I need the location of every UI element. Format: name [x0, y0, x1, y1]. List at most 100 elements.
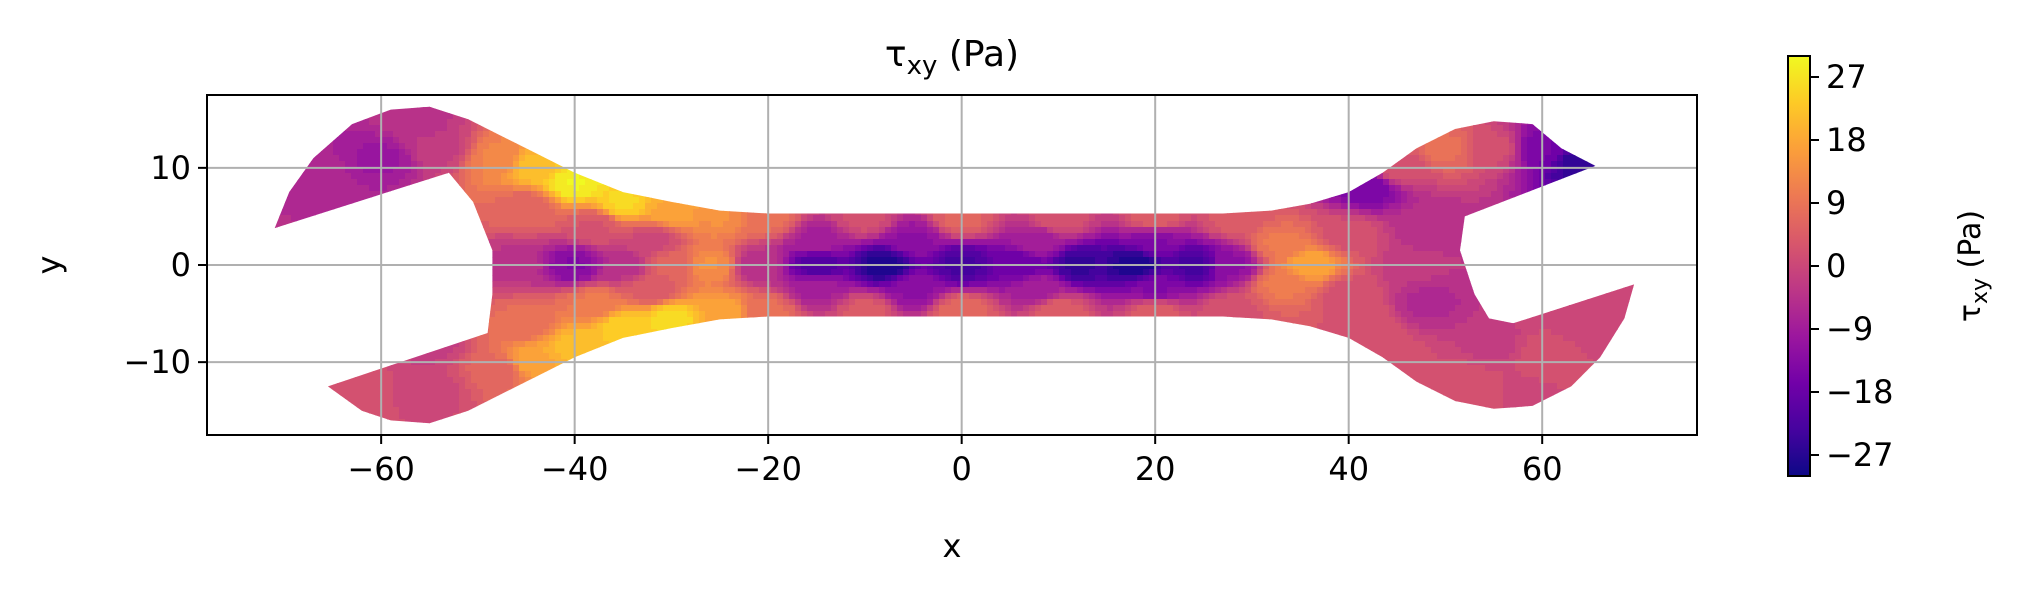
heatmap-cell — [1581, 125, 1588, 132]
heatmap-cell — [525, 209, 532, 216]
heatmap-cell — [699, 125, 706, 132]
heatmap-cell — [1329, 131, 1336, 138]
heatmap-cell — [1227, 191, 1234, 198]
heatmap-cell — [531, 106, 538, 108]
heatmap-cell — [1167, 179, 1174, 186]
heatmap-cell — [1653, 131, 1660, 138]
heatmap-cell — [405, 119, 412, 126]
heatmap-cell — [1593, 191, 1600, 198]
heatmap-cell — [975, 149, 982, 156]
heatmap-cell — [1119, 197, 1126, 204]
heatmap-cell — [705, 203, 712, 210]
heatmap-cell — [1059, 161, 1066, 168]
heatmap-cell — [1665, 131, 1672, 138]
heatmap-cell — [963, 185, 970, 192]
heatmap-cell — [1215, 137, 1222, 144]
heatmap-cell — [1515, 173, 1522, 180]
heatmap-cell — [1569, 113, 1576, 120]
heatmap-cell — [267, 185, 274, 192]
heatmap-cell — [1227, 131, 1234, 138]
heatmap-cell — [1557, 119, 1564, 126]
heatmap-cell — [1341, 143, 1348, 150]
heatmap-cell — [675, 185, 682, 192]
heatmap-cell — [789, 131, 796, 138]
heatmap-cell — [525, 167, 532, 174]
heatmap-cell — [1239, 113, 1246, 120]
heatmap-cell — [639, 173, 646, 180]
heatmap-cell — [879, 155, 886, 162]
heatmap-cell — [807, 209, 814, 216]
heatmap-cell — [489, 119, 496, 126]
heatmap-cell — [849, 107, 856, 114]
heatmap-cell — [1239, 119, 1246, 126]
heatmap-cell — [411, 149, 418, 156]
heatmap-cell — [1023, 143, 1030, 150]
heatmap-cell — [1275, 173, 1282, 180]
heatmap-cell — [1449, 191, 1456, 198]
heatmap-cell — [951, 137, 958, 144]
heatmap-cell — [1197, 137, 1204, 144]
heatmap-cell — [1371, 119, 1378, 126]
heatmap-cell — [1647, 119, 1654, 126]
heatmap-cell — [675, 191, 682, 198]
heatmap-cell — [1179, 131, 1186, 138]
heatmap-cell — [1311, 209, 1318, 216]
heatmap-cell — [1635, 119, 1642, 126]
heatmap-cell — [225, 149, 232, 156]
heatmap-cell — [1629, 203, 1635, 210]
heatmap-cell — [1581, 143, 1588, 150]
heatmap-cell — [1581, 149, 1588, 156]
heatmap-cell — [387, 119, 394, 126]
heatmap-cell — [1563, 185, 1570, 192]
heatmap-cell — [1035, 209, 1042, 216]
heatmap-cell — [1101, 203, 1108, 210]
heatmap-cell — [285, 106, 292, 108]
heatmap-cell — [1101, 125, 1108, 132]
heatmap-cell — [1311, 203, 1318, 210]
heatmap-cell — [1221, 155, 1228, 162]
heatmap-cell — [1407, 203, 1414, 210]
heatmap-cell — [1419, 173, 1426, 180]
heatmap-cell — [1215, 197, 1222, 204]
heatmap-cell — [1641, 197, 1648, 204]
heatmap-cell — [627, 137, 634, 144]
heatmap-cell — [1629, 173, 1635, 180]
heatmap-cell — [861, 107, 868, 114]
heatmap-cell — [1419, 209, 1426, 216]
heatmap-cell — [735, 119, 742, 126]
heatmap-cell — [1257, 143, 1264, 150]
heatmap-cell — [1491, 209, 1498, 216]
heatmap-cell — [1323, 143, 1330, 150]
heatmap-cell — [1647, 107, 1654, 114]
heatmap-cell — [867, 137, 874, 144]
heatmap-cell — [873, 125, 880, 132]
heatmap-cell — [1053, 197, 1060, 204]
heatmap-cell — [213, 185, 220, 192]
heatmap-cell — [555, 203, 562, 210]
heatmap-cell — [963, 191, 970, 198]
heatmap-cell — [693, 143, 700, 150]
heatmap-cell — [1653, 137, 1660, 144]
heatmap-cell — [291, 106, 298, 108]
heatmap-cell — [1443, 106, 1450, 108]
heatmap-cell — [819, 131, 826, 138]
heatmap-cell — [891, 179, 898, 186]
heatmap-cell — [1329, 106, 1336, 108]
heatmap-cell — [1551, 106, 1558, 108]
heatmap-cell — [315, 106, 322, 108]
heatmap-cell — [1683, 149, 1690, 156]
heatmap-cell — [1293, 113, 1300, 120]
heatmap-cell — [1119, 173, 1126, 180]
heatmap-cell — [639, 125, 646, 132]
heatmap-cell — [1629, 161, 1635, 168]
heatmap-cell — [567, 137, 574, 144]
heatmap-cell — [1527, 107, 1534, 114]
heatmap-cell — [285, 131, 292, 138]
heatmap-cell — [249, 155, 256, 162]
heatmap-cell — [417, 131, 424, 138]
heatmap-cell — [525, 143, 532, 150]
heatmap-cell — [843, 106, 850, 108]
heatmap-cell — [537, 167, 544, 174]
heatmap-cell — [1077, 203, 1084, 210]
heatmap-cell — [1131, 155, 1138, 162]
